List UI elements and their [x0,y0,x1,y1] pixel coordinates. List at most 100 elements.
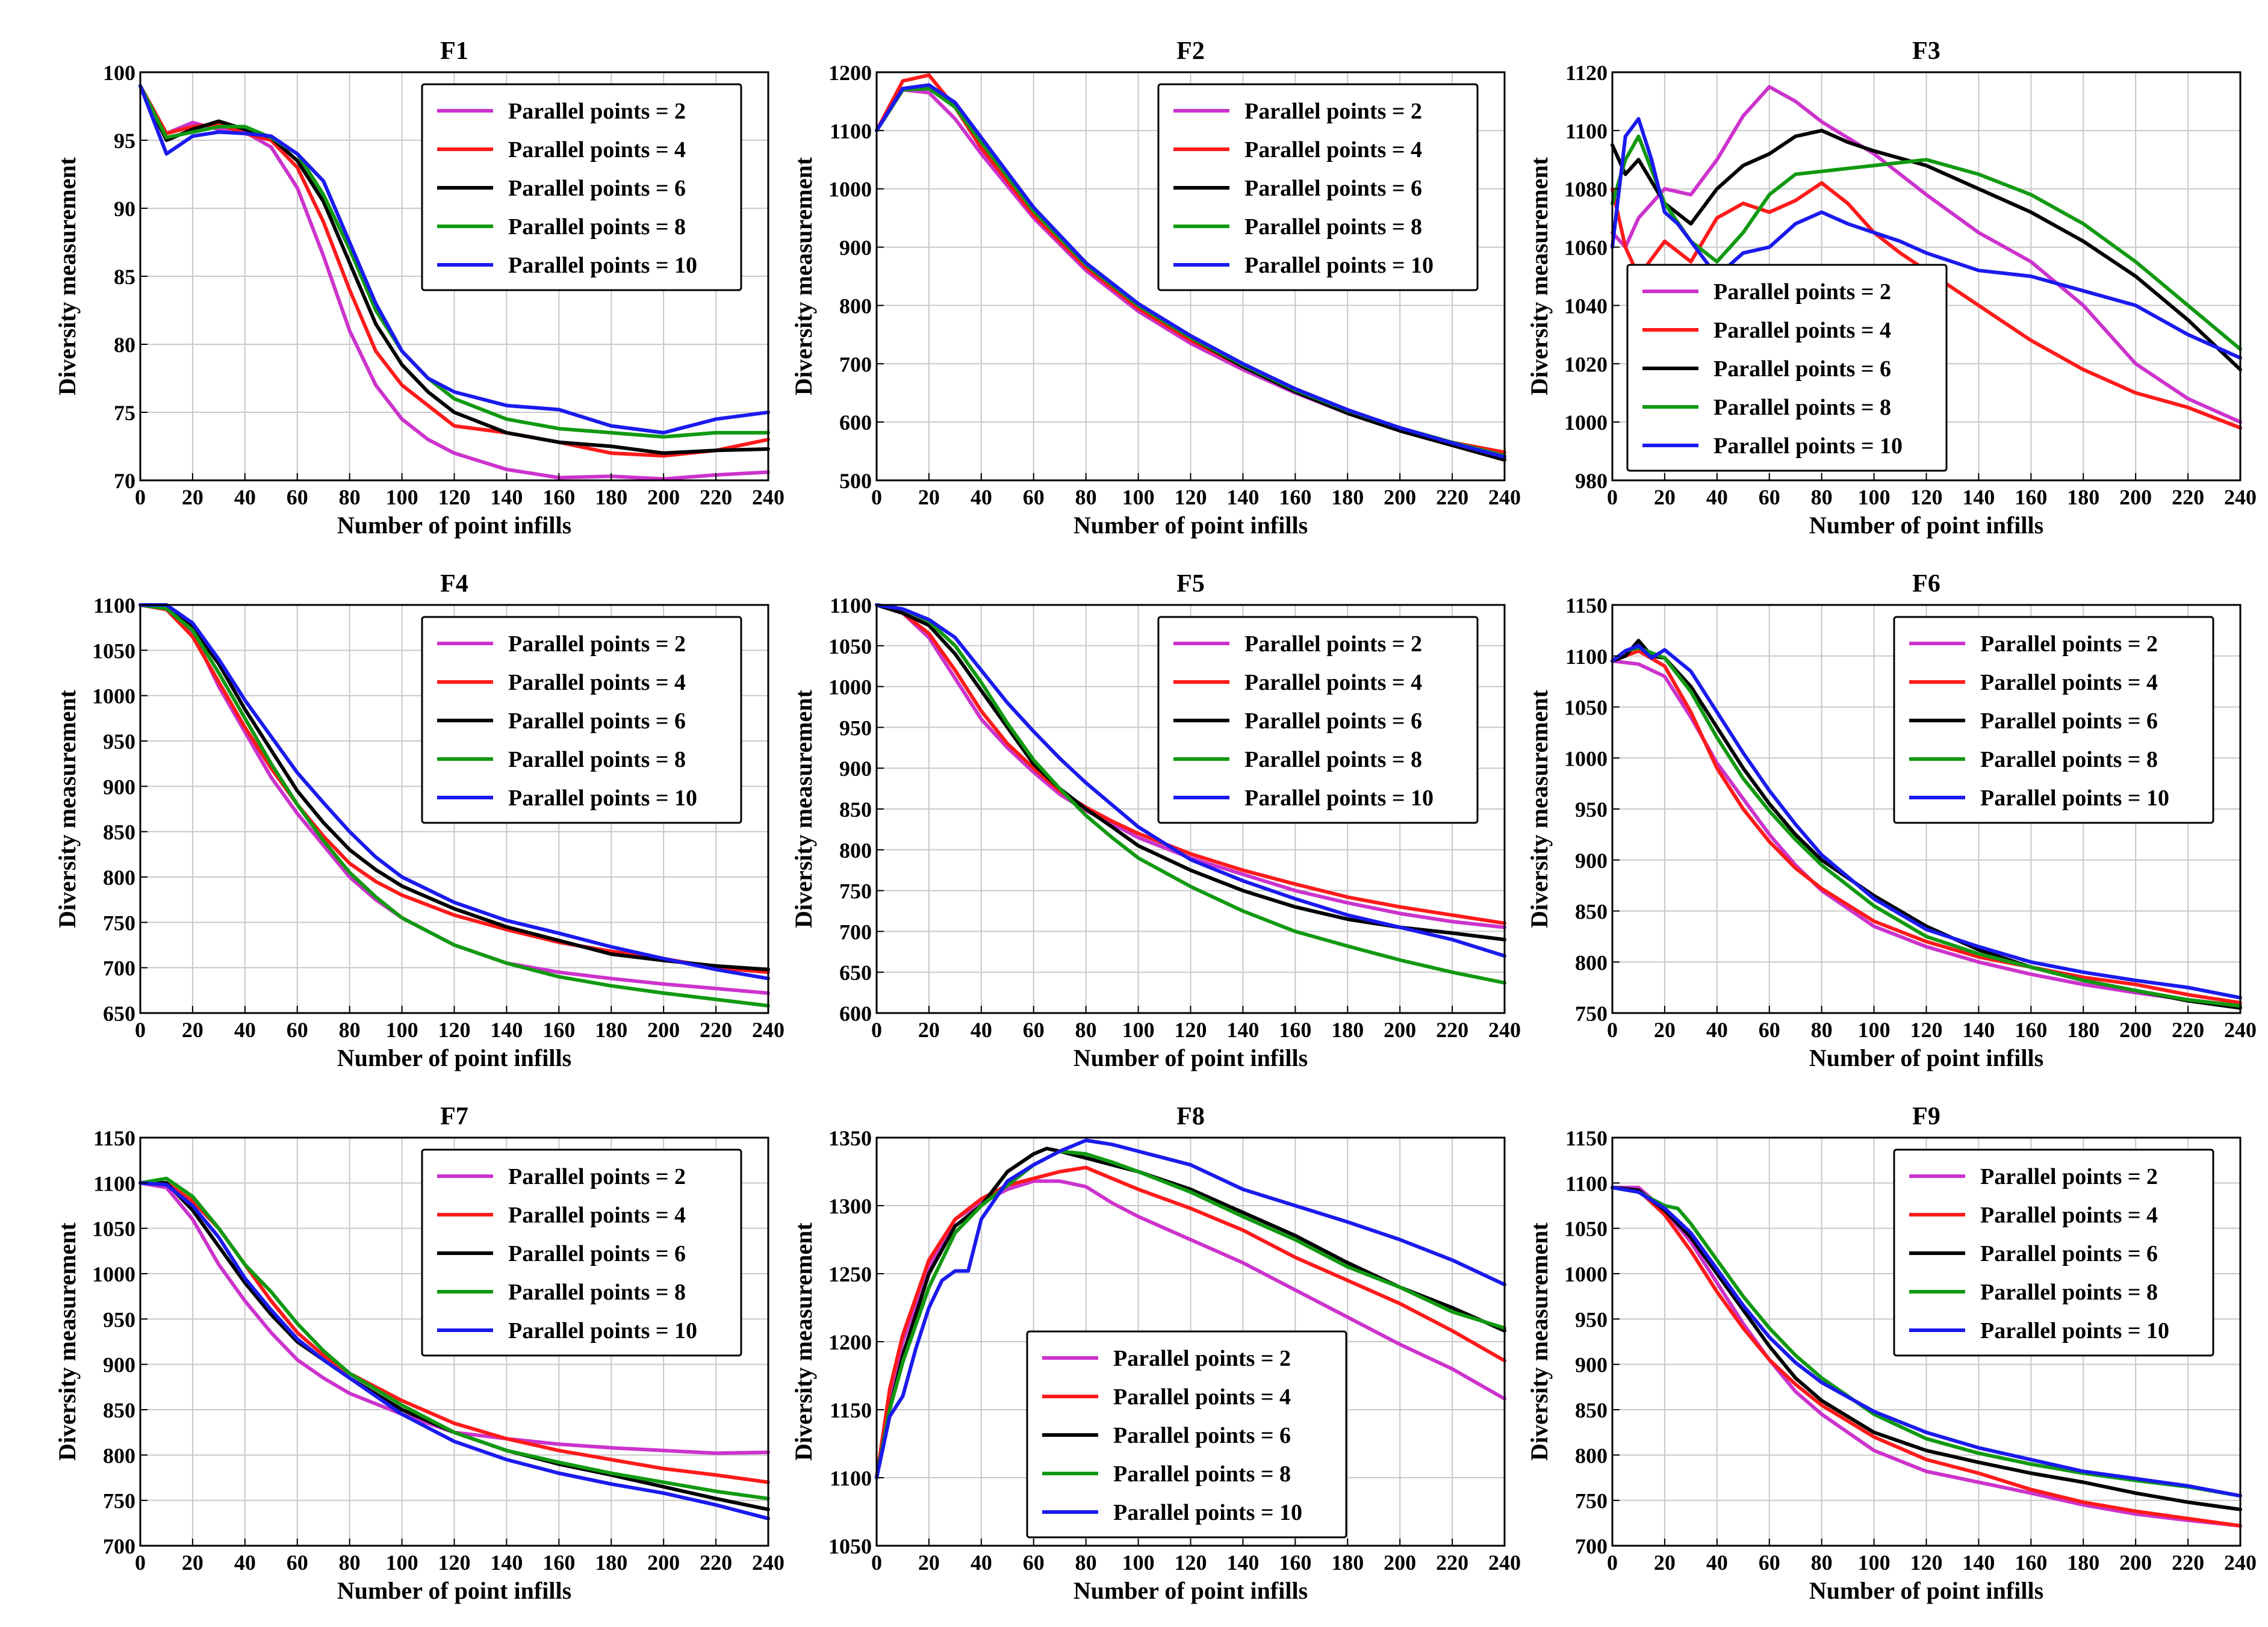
chart-f6-xtick-label-80: 80 [1811,1018,1833,1042]
chart-f1-ytick-label-80: 80 [114,333,135,357]
chart-f4-xtick-label-60: 60 [287,1018,308,1042]
chart-f3-xlabel: Number of point infills [1809,512,2043,539]
chart-f6-legend-label-0: Parallel points = 2 [1980,631,2158,657]
chart-f3-ytick-label-1080: 1080 [1564,178,1608,202]
chart-f6-ytick-label-900: 900 [1575,849,1608,873]
chart-f7-ytick-label-1100: 1100 [93,1171,135,1195]
chart-f3-ytick-label-1020: 1020 [1564,352,1608,376]
chart-f8-xtick-label-180: 180 [1331,1551,1364,1575]
chart-f8-legend-label-0: Parallel points = 2 [1113,1346,1291,1371]
chart-f9-ytick-label-1000: 1000 [1564,1262,1608,1286]
chart-f7-legend: Parallel points = 2 Parallel points = 4 Pa… [421,1148,742,1357]
chart-f5-line-pp6 [875,603,1506,941]
chart-f2-ylabel: Diversity measurement [790,157,817,395]
chart-f9-legend-box [1893,1148,2214,1357]
chart-f4-ytick-label-950: 950 [103,730,135,754]
chart-f9-xtick-label-160: 160 [2015,1551,2047,1575]
chart-f5-xtick-label-0: 0 [871,1018,882,1042]
chart-f9-ylabel: Diversity measurement [1526,1222,1553,1461]
chart-f8-line-pp8 [875,1149,1506,1480]
chart-f5-line-pp8 [875,603,1506,985]
chart-f4-legend-label-3: Parallel points = 8 [508,747,686,772]
chart-f6-xtick-label-40: 40 [1706,1018,1728,1042]
chart-f9-ytick-label-700: 700 [1575,1534,1608,1558]
chart-f1-xtick-label-200: 200 [647,485,680,509]
chart-f9-series [1611,1185,2242,1528]
chart-f2-ytick-label-800: 800 [839,294,872,318]
chart-f1-ytick-label-90: 90 [114,197,135,221]
chart-f2-legend-box [1157,83,1479,291]
chart-f1: F1 0 20 40 60 80 100 120 140 160 180 200 220 240 70 75 8… [54,37,784,539]
chart-f6-xtick-label-180: 180 [2067,1018,2099,1042]
chart-f6-legend: Parallel points = 2 Parallel points = 4 Pa… [1893,616,2214,824]
chart-f3-xtick-label-220: 220 [2172,485,2204,509]
chart-f1-legend: Parallel points = 2 Parallel points = 4 Pa… [421,83,742,291]
chart-f5-ylabel: Diversity measurement [790,689,817,928]
chart-f8-xtick-label-100: 100 [1122,1551,1155,1575]
chart-f1-series [138,84,770,481]
chart-f7-xtick-label-180: 180 [595,1551,627,1575]
chart-f8-legend-label-3: Parallel points = 8 [1113,1461,1291,1487]
chart-f3-ytick-label-980: 980 [1575,469,1608,493]
chart-f5-xtick-label-100: 100 [1122,1018,1155,1042]
chart-f5-line-pp10 [875,603,1506,958]
chart-f9-ytick-label-750: 750 [1575,1489,1608,1513]
chart-f7-xtick-label-240: 240 [752,1551,784,1575]
chart-f9-ytick-label-800: 800 [1575,1443,1608,1467]
chart-f7-legend-label-2: Parallel points = 6 [508,1241,686,1266]
chart-f2-xtick-label-200: 200 [1384,485,1416,509]
chart-f7-line-pp2 [138,1181,770,1455]
chart-f5-legend-label-0: Parallel points = 2 [1244,631,1422,657]
chart-f3-ytick-label-1100: 1100 [1565,119,1608,143]
chart-f2-ytick-label-900: 900 [839,236,872,260]
chart-f3-legend-label-1: Parallel points = 4 [1713,318,1891,343]
chart-f9-ytick-label-850: 850 [1575,1398,1608,1422]
chart-f3: F3 0 20 40 60 80 100 120 140 160 180 200 220 240 980 10… [1526,37,2257,539]
chart-f5-xtick-label-240: 240 [1488,1018,1521,1042]
chart-f5-xtick-label-160: 160 [1279,1018,1311,1042]
chart-f8-legend: Parallel points = 2 Parallel points = 4 Pa… [1026,1330,1347,1539]
chart-f3-xtick-label-140: 140 [1962,485,1995,509]
chart-f6-legend-label-1: Parallel points = 4 [1980,670,2158,695]
chart-f9-ytick-label-1100: 1100 [1565,1171,1608,1195]
chart-f9-xtick-label-80: 80 [1811,1551,1833,1575]
chart-f7-legend-label-3: Parallel points = 8 [508,1280,686,1305]
chart-f1-xtick-label-60: 60 [287,485,308,509]
chart-f8-line-pp6 [875,1147,1506,1480]
chart-f3-xtick-label-0: 0 [1607,485,1618,509]
chart-f8-xtick-label-20: 20 [918,1551,940,1575]
chart-f1-xlabel: Number of point infills [337,512,571,539]
chart-f6-xtick-label-240: 240 [2224,1018,2257,1042]
chart-f4-xtick-label-100: 100 [386,1018,418,1042]
chart-f3-xtick-label-60: 60 [1759,485,1780,509]
chart-f8-legend-box [1026,1330,1347,1539]
chart-f1-xtick-label-120: 120 [438,485,471,509]
chart-f4-xtick-label-80: 80 [339,1018,361,1042]
chart-f2-ytick-label-1100: 1100 [830,119,872,143]
chart-f6-ylabel: Diversity measurement [1526,689,1553,928]
chart-f8-ytick-label-1200: 1200 [828,1330,872,1354]
chart-f8-xtick-label-200: 200 [1384,1551,1416,1575]
chart-f6-xtick-label-120: 120 [1910,1018,1943,1042]
chart-f4-ytick-label-900: 900 [103,775,135,799]
chart-f5-legend-label-2: Parallel points = 6 [1244,708,1422,734]
chart-f2-xtick-label-220: 220 [1436,485,1468,509]
chart-f6-title: F6 [1912,570,1940,598]
chart-f4-title: F4 [440,570,468,598]
chart-f2-xtick-label-100: 100 [1122,485,1155,509]
chart-f4-ytick-label-650: 650 [103,1002,135,1026]
chart-f2-xtick-label-60: 60 [1023,485,1045,509]
chart-f7-xtick-label-40: 40 [234,1551,256,1575]
chart-f4-xtick-label-240: 240 [752,1018,784,1042]
chart-f1-xtick-label-0: 0 [135,485,146,509]
chart-f8-line-pp10 [875,1138,1506,1480]
chart-f5-xtick-label-80: 80 [1075,1018,1097,1042]
chart-f5-legend-label-4: Parallel points = 10 [1244,786,1434,811]
chart-f9-xtick-label-40: 40 [1706,1551,1728,1575]
chart-f8-ytick-label-1100: 1100 [830,1466,872,1490]
chart-f1-xtick-label-140: 140 [490,485,523,509]
chart-f4-xtick-label-200: 200 [647,1018,680,1042]
chart-f2-legend: Parallel points = 2 Parallel points = 4 Pa… [1157,83,1479,291]
chart-f1-xtick-label-240: 240 [752,485,784,509]
chart-f2-legend-label-3: Parallel points = 8 [1244,214,1422,240]
